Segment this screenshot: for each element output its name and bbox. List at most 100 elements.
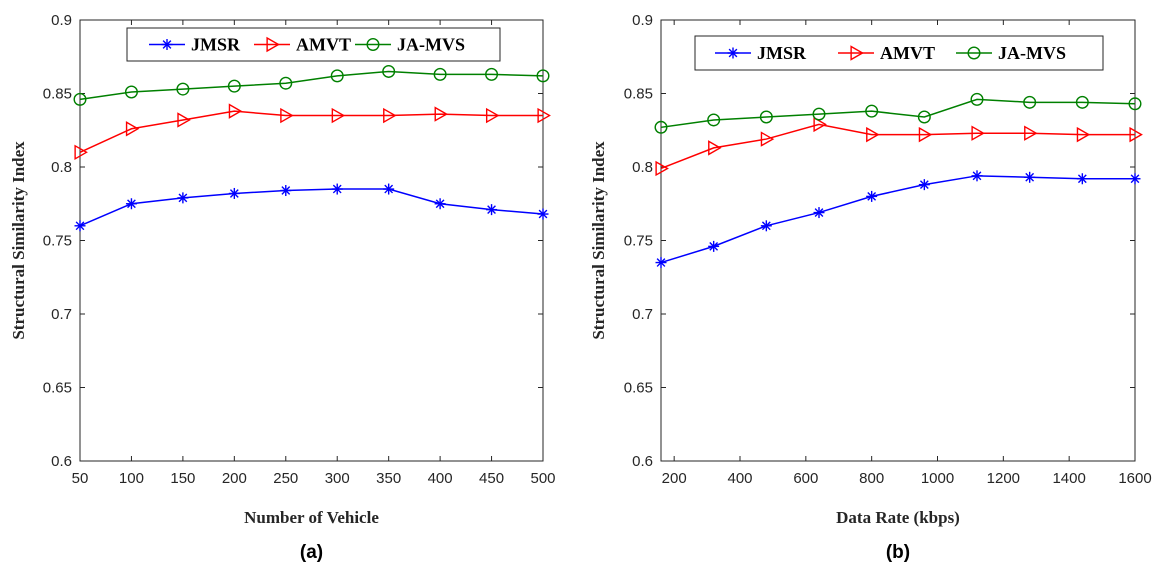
data-point-amvt [280, 107, 294, 124]
data-point-amvt [760, 131, 775, 147]
data-point-amvt [383, 107, 397, 124]
series-line-jmsr [79, 188, 544, 227]
data-point-amvt [1024, 125, 1038, 141]
x-tick-label: 1000 [921, 470, 954, 487]
data-point-jmsr [177, 192, 189, 204]
data-point-amvt [331, 107, 346, 124]
x-tick-label: 800 [859, 470, 884, 487]
data-point-jmsr [486, 204, 498, 216]
data-point-ja-mvs [865, 104, 879, 118]
data-point-ja-mvs [1023, 95, 1037, 109]
x-tick-label: 400 [727, 470, 752, 487]
data-point-ja-mvs [1128, 97, 1142, 111]
legend-label-amvt: AMVT [880, 43, 935, 63]
data-point-amvt [918, 126, 933, 143]
y-tick-label: 0.9 [632, 12, 653, 29]
chart-panel-a: 0.6 0.65 0.7 0.75 0.8 0.85 0.9 50 100 150 200 250 3… [9, 12, 556, 563]
data-point-jmsr [1076, 173, 1088, 185]
data-point-amvt [708, 140, 722, 156]
y-tick-label: 0.75 [624, 233, 653, 250]
data-point-ja-mvs [176, 82, 190, 96]
data-point-amvt [485, 107, 500, 124]
y-tick-label: 0.9 [51, 12, 72, 29]
chart-panel-b: 0.6 0.65 0.7 0.75 0.8 0.85 0.9 200 400 600 800 100… [589, 12, 1152, 563]
series-line-amvt [660, 123, 1135, 170]
legend-marker-jmsr [727, 47, 739, 59]
data-point-jmsr [1024, 171, 1036, 183]
x-tick-label: 600 [793, 470, 818, 487]
data-point-jmsr [228, 187, 240, 199]
y-tick-label: 0.7 [51, 306, 72, 323]
legend-box [126, 27, 501, 62]
data-point-amvt [971, 125, 985, 141]
legend-b: JMSR AMVT JA-MVS [694, 35, 1104, 71]
x-tick-label: 300 [325, 470, 350, 487]
y-tick-label: 0.85 [624, 86, 653, 103]
data-point-jmsr [434, 198, 446, 210]
legend-label-jmsr: JMSR [757, 43, 807, 63]
data-point-ja-mvs [1075, 95, 1089, 109]
axes-frame-a [79, 19, 544, 462]
data-point-amvt [537, 107, 551, 124]
series-line-amvt [79, 110, 543, 153]
x-tick-label: 250 [273, 470, 298, 487]
legend-label-jmsr: JMSR [191, 35, 241, 55]
legend-label-ja-mvs: JA-MVS [998, 43, 1066, 63]
data-point-amvt [74, 144, 88, 161]
series-line-ja-mvs [79, 70, 544, 101]
x-tick-label: 200 [662, 470, 687, 487]
data-point-amvt [125, 121, 140, 137]
x-axis-label-a: Number of Vehicle [244, 508, 379, 527]
y-tick-label: 0.65 [624, 380, 653, 397]
y-tick-label: 0.65 [43, 380, 72, 397]
data-point-amvt [228, 103, 243, 119]
x-tick-label: 50 [72, 470, 89, 487]
y-tick-label: 0.6 [51, 453, 72, 470]
data-point-jmsr [655, 257, 667, 269]
legend-marker-amvt [850, 45, 864, 61]
legend-a: JMSR AMVT JA-MVS [126, 27, 501, 62]
legend-marker-amvt [266, 36, 280, 53]
data-point-ja-mvs [124, 85, 138, 99]
legend-marker-ja-mvs [366, 38, 380, 52]
data-point-amvt [866, 126, 880, 143]
x-tick-label: 1200 [987, 470, 1020, 487]
data-point-ja-mvs [970, 92, 984, 106]
legend-label-amvt: AMVT [296, 35, 351, 55]
y-tick-label: 0.8 [51, 159, 72, 176]
data-point-jmsr [125, 198, 137, 210]
x-tick-label: 150 [170, 470, 195, 487]
x-tick-label: 1400 [1052, 470, 1085, 487]
data-point-ja-mvs [73, 92, 87, 106]
caption-b: (b) [886, 542, 910, 563]
data-point-jmsr [537, 208, 549, 220]
legend-marker-ja-mvs [967, 46, 981, 60]
data-point-ja-mvs [536, 69, 550, 83]
y-ticks-a: 0.6 0.65 0.7 0.75 0.8 0.85 0.9 [43, 12, 543, 470]
x-tick-label: 200 [222, 470, 247, 487]
data-point-ja-mvs [759, 110, 773, 124]
data-point-jmsr [383, 183, 395, 195]
data-point-ja-mvs [279, 76, 293, 90]
y-axis-label-b: Structural Similarity Index [589, 141, 608, 340]
x-tick-label: 1600 [1118, 470, 1151, 487]
data-point-jmsr [331, 183, 343, 195]
legend-box [694, 35, 1104, 71]
legend-label-ja-mvs: JA-MVS [397, 35, 465, 55]
data-point-jmsr [971, 170, 983, 182]
data-point-jmsr [760, 220, 772, 232]
x-tick-label: 450 [479, 470, 504, 487]
y-axis-label-a: Structural Similarity Index [9, 141, 28, 340]
data-point-jmsr [708, 240, 720, 252]
x-tick-label: 400 [428, 470, 453, 487]
data-point-jmsr [1129, 173, 1141, 185]
data-point-jmsr [74, 220, 86, 232]
axes-frame-b [660, 19, 1136, 462]
x-ticks-b: 200 400 600 800 1000 1200 1400 1600 [662, 20, 1152, 487]
data-point-ja-mvs [485, 67, 499, 81]
legend-marker-jmsr [161, 39, 173, 50]
data-point-jmsr [813, 207, 825, 219]
series-line-jmsr [660, 175, 1135, 264]
data-point-jmsr [918, 179, 930, 191]
x-tick-label: 500 [530, 470, 555, 487]
